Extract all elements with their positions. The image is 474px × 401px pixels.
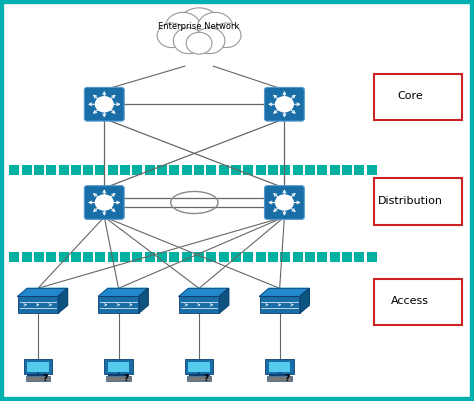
FancyBboxPatch shape [84, 186, 124, 219]
Point [331, 253, 338, 260]
FancyBboxPatch shape [179, 296, 219, 313]
Point [171, 167, 178, 174]
FancyBboxPatch shape [104, 359, 133, 374]
Point [183, 253, 191, 260]
Point [60, 253, 67, 260]
Text: ?: ? [284, 375, 290, 383]
Point [23, 253, 30, 260]
Circle shape [212, 23, 241, 48]
Circle shape [186, 32, 212, 54]
Point [35, 167, 43, 174]
Point [368, 253, 375, 260]
Point [195, 167, 203, 174]
FancyBboxPatch shape [374, 178, 462, 225]
Point [269, 167, 277, 174]
FancyBboxPatch shape [269, 362, 291, 372]
Point [47, 167, 55, 174]
FancyBboxPatch shape [106, 376, 131, 381]
Point [134, 253, 141, 260]
Text: Access: Access [391, 296, 429, 306]
Text: ?: ? [203, 375, 209, 383]
Point [158, 253, 166, 260]
Point [158, 167, 166, 174]
Point [282, 167, 289, 174]
Polygon shape [18, 288, 67, 296]
FancyBboxPatch shape [267, 376, 292, 381]
Text: Distribution: Distribution [377, 196, 443, 205]
Point [245, 253, 252, 260]
Point [306, 167, 314, 174]
Point [183, 167, 191, 174]
Point [232, 167, 240, 174]
Point [60, 167, 67, 174]
Point [109, 253, 117, 260]
Point [294, 167, 301, 174]
Point [84, 253, 92, 260]
Polygon shape [300, 288, 309, 313]
Polygon shape [58, 288, 67, 313]
Point [269, 253, 277, 260]
Point [343, 253, 351, 260]
Point [109, 167, 117, 174]
Point [208, 253, 215, 260]
Point [257, 167, 264, 174]
Point [356, 167, 363, 174]
FancyBboxPatch shape [265, 359, 294, 374]
FancyBboxPatch shape [24, 359, 52, 374]
Point [121, 253, 129, 260]
Text: ?: ? [42, 375, 48, 383]
FancyBboxPatch shape [259, 296, 300, 313]
Circle shape [198, 12, 233, 43]
Point [245, 167, 252, 174]
Point [195, 253, 203, 260]
Polygon shape [219, 288, 228, 313]
FancyBboxPatch shape [108, 362, 129, 372]
FancyBboxPatch shape [188, 362, 210, 372]
Point [331, 167, 338, 174]
Circle shape [95, 97, 113, 112]
Point [146, 253, 154, 260]
FancyBboxPatch shape [264, 87, 304, 121]
Circle shape [165, 12, 201, 43]
Point [72, 167, 80, 174]
Point [343, 167, 351, 174]
Point [368, 167, 375, 174]
Point [220, 253, 228, 260]
Point [282, 253, 289, 260]
FancyBboxPatch shape [26, 376, 50, 381]
Text: Enterprise Network: Enterprise Network [158, 22, 240, 30]
FancyBboxPatch shape [374, 74, 462, 120]
Point [319, 253, 326, 260]
Point [294, 253, 301, 260]
Text: Core: Core [397, 91, 423, 101]
Point [84, 167, 92, 174]
Circle shape [275, 195, 293, 210]
Point [97, 167, 104, 174]
FancyBboxPatch shape [98, 296, 138, 313]
Point [220, 167, 228, 174]
FancyBboxPatch shape [27, 362, 49, 372]
Point [257, 253, 264, 260]
Circle shape [95, 195, 113, 210]
Point [97, 253, 104, 260]
FancyBboxPatch shape [187, 376, 211, 381]
Point [319, 167, 326, 174]
Point [35, 253, 43, 260]
Point [232, 253, 240, 260]
Polygon shape [259, 288, 309, 296]
FancyBboxPatch shape [84, 87, 124, 121]
Point [208, 167, 215, 174]
Point [134, 167, 141, 174]
Text: ?: ? [123, 375, 128, 383]
Point [171, 253, 178, 260]
FancyBboxPatch shape [185, 359, 213, 374]
Circle shape [177, 8, 221, 45]
FancyBboxPatch shape [18, 296, 58, 313]
Point [10, 167, 18, 174]
Point [47, 253, 55, 260]
Circle shape [157, 23, 186, 48]
FancyBboxPatch shape [374, 279, 462, 325]
Polygon shape [138, 288, 148, 313]
Point [121, 167, 129, 174]
